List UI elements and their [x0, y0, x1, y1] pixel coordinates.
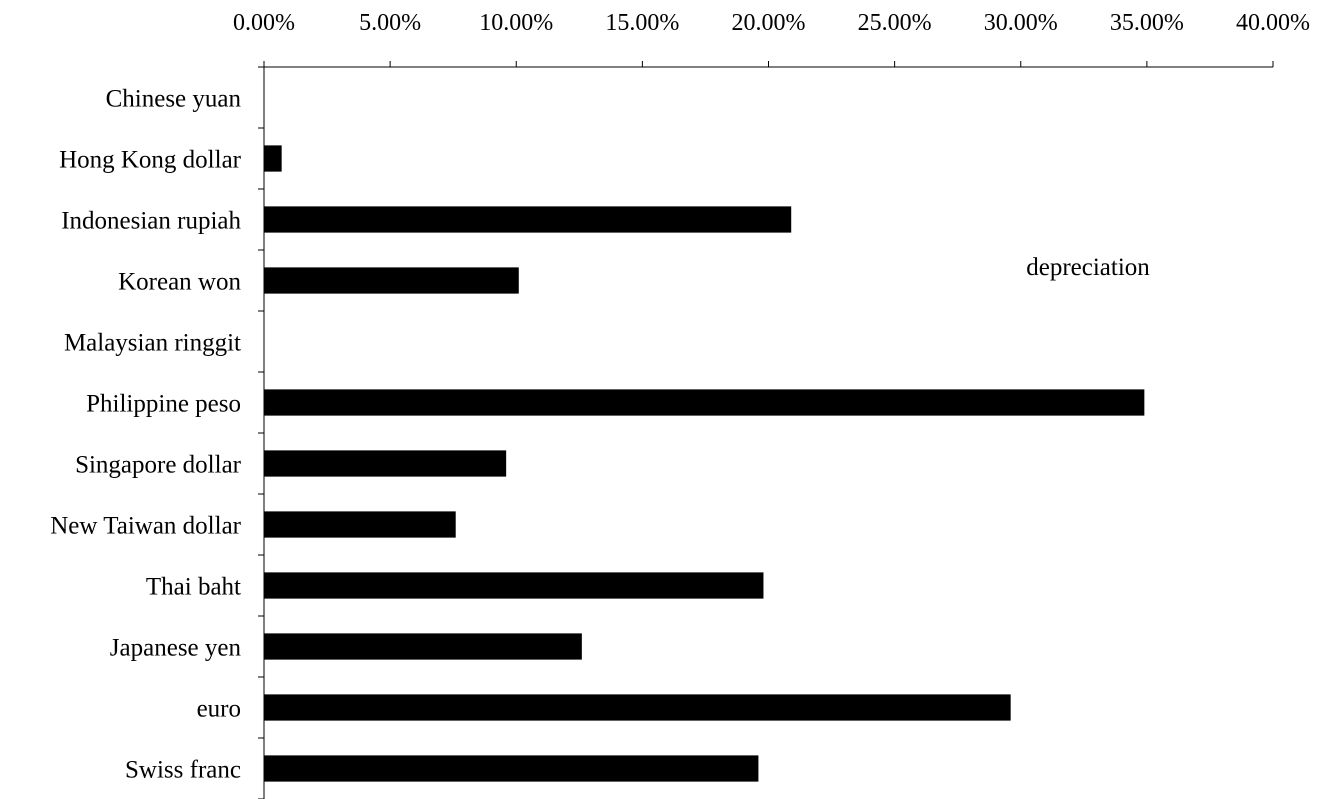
category-label: Japanese yen — [110, 635, 242, 662]
x-tick-label: 35.00% — [1110, 10, 1184, 36]
bar — [264, 389, 1145, 416]
x-tick-label: 15.00% — [605, 10, 679, 36]
bar — [264, 450, 507, 477]
bar — [264, 755, 759, 782]
category-label: Swiss franc — [125, 757, 241, 784]
bar — [264, 694, 1011, 721]
x-tick-label: 40.00% — [1236, 10, 1310, 36]
category-label: euro — [197, 696, 241, 723]
x-tick-label: 20.00% — [732, 10, 806, 36]
bar — [264, 267, 519, 294]
depreciation-annotation: depreciation — [1026, 254, 1150, 281]
x-tick-label: 30.00% — [984, 10, 1058, 36]
category-label: Philippine peso — [86, 391, 241, 418]
category-label: Korean won — [118, 269, 241, 296]
bar — [264, 145, 282, 172]
x-tick-label: 25.00% — [858, 10, 932, 36]
category-label: Malaysian ringgit — [64, 330, 241, 357]
category-label: New Taiwan dollar — [50, 513, 241, 540]
category-label: Singapore dollar — [75, 452, 242, 479]
x-tick-label: 10.00% — [479, 10, 553, 36]
bar — [264, 633, 582, 660]
category-label: Hong Kong dollar — [59, 147, 242, 174]
category-label: Indonesian rupiah — [61, 208, 241, 235]
x-axis: 0.00% 5.00% 10.00% 15.00% 20.00% 25.00% 30.00%… — [233, 10, 1310, 68]
bars — [264, 145, 1145, 782]
category-label: Chinese yuan — [106, 86, 242, 113]
bar — [264, 572, 764, 599]
x-tick-label: 0.00% — [233, 10, 295, 36]
bar — [264, 511, 456, 538]
x-tick-label: 5.00% — [359, 10, 421, 36]
category-axis: Chinese yuan Hong Kong dollar Indonesian r… — [50, 66, 265, 799]
bar — [264, 206, 792, 233]
category-label: Thai baht — [146, 574, 241, 601]
